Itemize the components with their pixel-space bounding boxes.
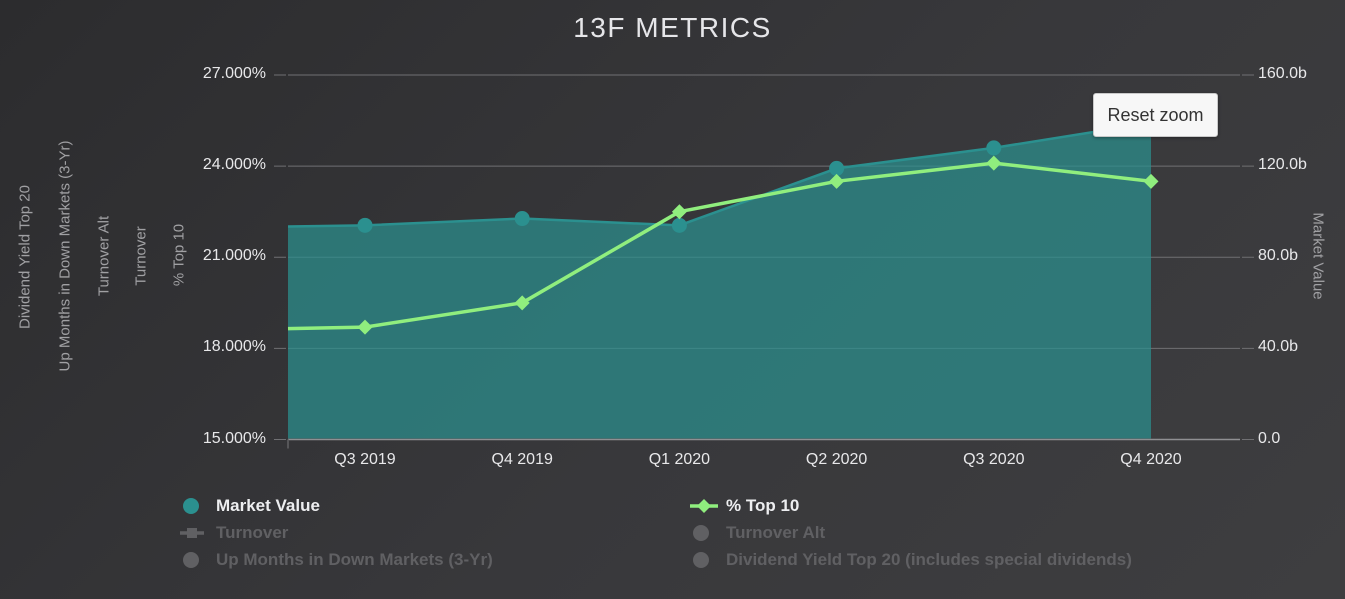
right-axis-tick: 160.0b <box>1258 65 1307 82</box>
x-axis-label: Q1 2020 <box>648 451 711 468</box>
left-axis-tick: 24.000% <box>202 156 266 174</box>
x-axis-label: Q3 2020 <box>963 451 1025 468</box>
chart-title: 13F METRICS <box>573 12 772 43</box>
legend-item-turnover[interactable]: Turnover <box>180 519 493 546</box>
legend-item-label: Dividend Yield Top 20 (includes special … <box>726 549 1132 569</box>
legend-item-turnover-alt[interactable]: Turnover Alt <box>690 519 1132 546</box>
legend-column-right: % Top 10 Turnover Alt Dividend Yield Top… <box>690 492 1132 573</box>
legend-item-dividend-yield[interactable]: Dividend Yield Top 20 (includes special … <box>690 546 1132 573</box>
left-axis-tick: 18.000% <box>202 338 266 356</box>
left-axis-title: % Top 10 <box>170 223 188 287</box>
legend-item-label: Up Months in Down Markets (3-Yr) <box>216 549 493 569</box>
x-axis-label: Q4 2020 <box>1120 451 1182 468</box>
hidden-axis-title-dividend-yield: Dividend Yield Top 20 <box>16 185 34 329</box>
legend-item-market-value[interactable]: Market Value <box>180 492 493 519</box>
legend-item-label: % Top 10 <box>726 495 800 515</box>
series-marker-circle-icon <box>693 551 709 568</box>
legend-item-label: Turnover Alt <box>726 522 826 542</box>
legend-column-left: Market Value Turnover Up Months in Down … <box>180 492 493 573</box>
right-axis-tick: 80.0b <box>1258 247 1299 265</box>
series-marker-circle-icon <box>183 497 199 514</box>
reset-zoom-button[interactable]: Reset zoom <box>1093 93 1218 137</box>
left-axis-tick: 21.000% <box>202 247 266 265</box>
hidden-axis-title-turnover-alt: Turnover Alt <box>95 215 113 297</box>
right-axis-title: Market Value <box>1309 212 1327 300</box>
x-axis-label: Q4 2019 <box>491 451 553 468</box>
x-axis-label: Q3 2019 <box>334 451 396 468</box>
left-axis-tick: 27.000% <box>202 65 266 82</box>
legend-item-label: Turnover <box>216 522 289 542</box>
series-marker-line-square-icon <box>180 527 204 538</box>
legend-item-up-months[interactable]: Up Months in Down Markets (3-Yr) <box>180 546 493 573</box>
right-axis-tick: 0.0 <box>1258 429 1281 447</box>
left-axis-tick: 15.000% <box>202 429 266 447</box>
series-marker-circle-icon <box>183 551 199 568</box>
hidden-axis-title-turnover: Turnover <box>132 226 150 286</box>
legend-item-label: Market Value <box>216 495 320 515</box>
series-marker-line-diamond-icon <box>690 498 718 513</box>
x-axis-label: Q2 2020 <box>805 451 868 468</box>
legend-item-pct-top-10[interactable]: % Top 10 <box>690 492 1132 519</box>
right-axis-tick: 40.0b <box>1258 338 1299 356</box>
series-marker-circle-icon <box>693 524 709 541</box>
right-axis-tick: 120.0b <box>1258 156 1307 174</box>
hidden-axis-title-up-months: Up Months in Down Markets (3-Yr) <box>56 140 74 372</box>
